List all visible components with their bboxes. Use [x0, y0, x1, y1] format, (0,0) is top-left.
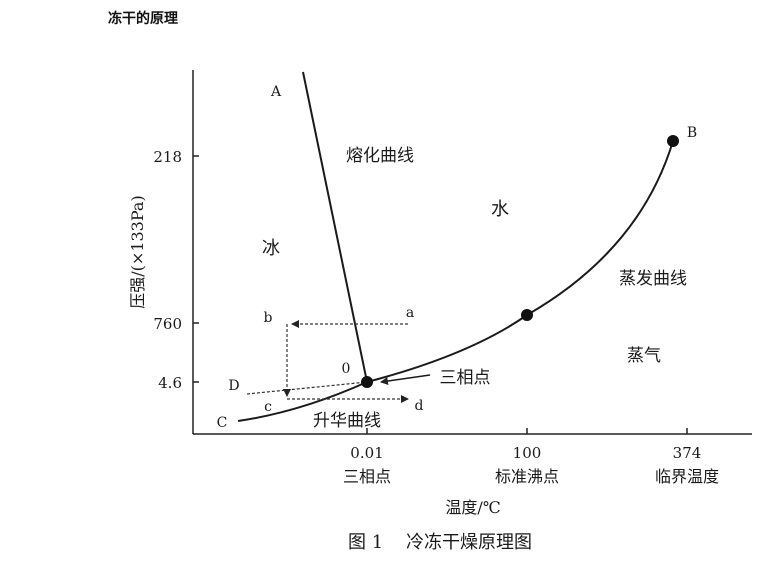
critical-point-dot: [667, 135, 679, 147]
vaporization-curve-label: 蒸发曲线: [619, 269, 687, 289]
triple-point-label: 三相点: [440, 368, 491, 388]
region-water-label: 水: [491, 199, 509, 220]
sublimation-curve: [237, 381, 368, 422]
line-d-extension: [246, 381, 368, 395]
point-d-label: D: [228, 378, 239, 394]
melting-curve: [302, 71, 368, 383]
path-point-d-label: d: [415, 398, 424, 414]
point-o-label: 0: [342, 361, 351, 377]
region-vapor-label: 蒸气: [627, 346, 661, 366]
y-tick-label-760: 760: [153, 315, 182, 333]
path-point-b-label: b: [264, 310, 273, 326]
triple-point-arrow: [380, 374, 431, 385]
y-axis-label: 压强/(×133Pa): [128, 195, 147, 308]
x-axis-label: 温度/℃: [445, 498, 500, 517]
point-a-label: A: [270, 84, 282, 100]
figure-caption: 图 1 冷冻干燥原理图: [348, 532, 532, 553]
path-point-a-label: a: [406, 305, 414, 321]
y-tick-label-218: 218: [153, 148, 182, 166]
y-tick-label-4-6: 4.6: [158, 374, 182, 392]
triple-point-dot: [361, 376, 373, 388]
boiling-point-dot: [521, 309, 533, 321]
x-tick-name-triple: 三相点: [343, 467, 391, 486]
path-point-c-label: c: [264, 399, 272, 415]
melting-curve-label: 熔化曲线: [346, 146, 414, 166]
sublimation-curve-label: 升华曲线: [313, 411, 381, 431]
region-ice-label: 冰: [262, 238, 280, 259]
point-c-label: C: [217, 415, 228, 431]
x-tick-value-100: 100: [513, 444, 542, 462]
x-tick-name-critical: 临界温度: [655, 467, 719, 486]
x-tick-value-0-01: 0.01: [350, 444, 383, 462]
x-tick-value-374: 374: [673, 444, 702, 462]
page-title: 冻干的原理: [108, 11, 178, 27]
point-b-label: B: [687, 125, 697, 141]
x-tick-name-boiling: 标准沸点: [495, 467, 559, 486]
